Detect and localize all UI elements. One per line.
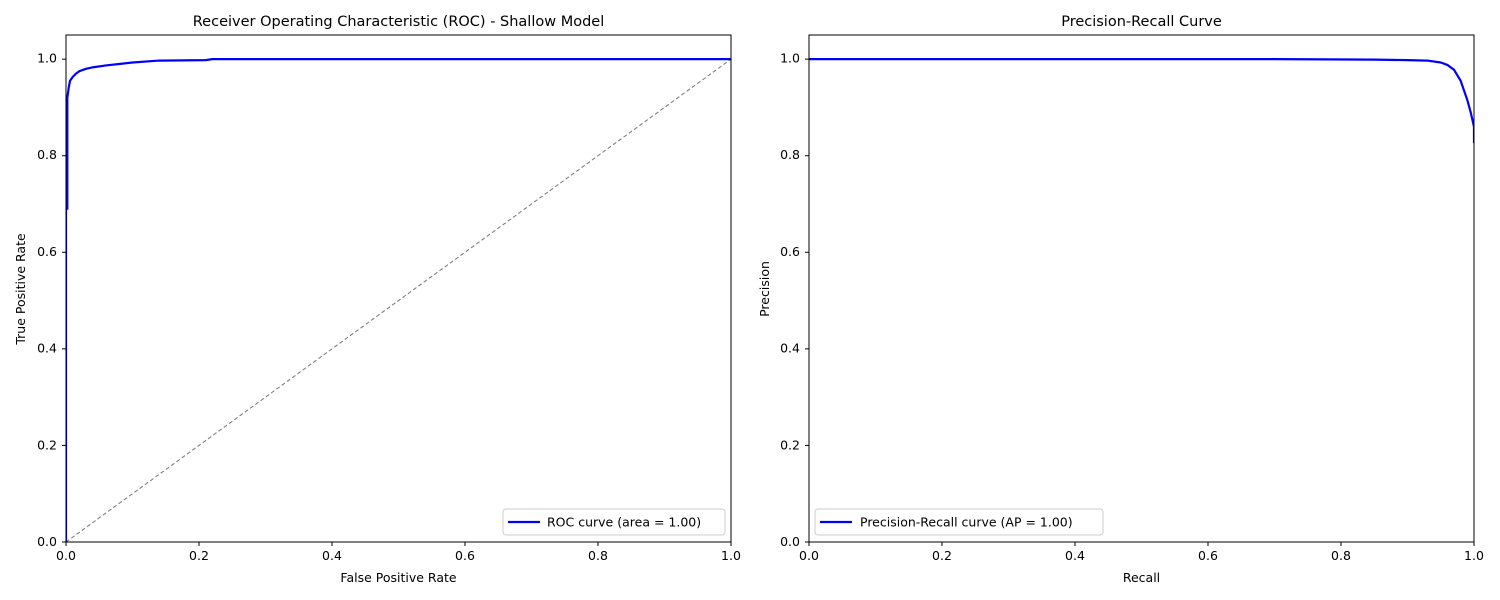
roc-legend-box [502,508,726,536]
pr-axes-frame [808,34,1475,543]
pr-x-tick-label: 1.0 [1464,548,1484,563]
pr-x-tick-label: 0.4 [1065,548,1085,563]
roc-legend-label: ROC curve (area = 1.00) [547,515,701,530]
pr-y-tick-label: 0.2 [780,437,800,452]
roc-y-tick-label: 0.2 [37,437,57,452]
pr-y-axis-label: Precision [757,261,772,317]
pr-y-tick-label: 0.0 [780,534,800,549]
roc-y-tick-label: 1.0 [37,51,57,66]
pr-chart-title: Precision-Recall Curve [1061,14,1222,30]
pr-x-tick-label: 0.8 [1331,548,1351,563]
roc-chance-line [66,58,731,542]
roc-x-tick-label: 0.8 [588,548,608,563]
pr-y-tick-label: 0.6 [780,244,800,259]
roc-y-tick-label: 0.6 [37,244,57,259]
pr-y-ticks: 0.0 0.2 0.4 0.6 0.8 1.0 [780,51,800,550]
roc-x-tick-label: 0.6 [455,548,475,563]
roc-y-tick-label: 0.0 [37,534,57,549]
roc-y-tick-label: 0.8 [37,147,57,162]
pr-y-tick-label: 0.4 [780,341,800,356]
pr-series-group [809,58,1474,144]
roc-y-tick-label: 0.4 [37,341,57,356]
pr-legend-label: Precision-Recall curve (AP = 1.00) [860,515,1073,530]
roc-x-tick-label: 0.4 [322,548,342,563]
roc-x-ticks: 0.0 0.2 0.4 0.6 0.8 1.0 [56,548,741,563]
roc-series-group [66,58,731,542]
pr-x-tick-label: 0.0 [799,548,819,563]
pr-chart: Precision-Recall Curve 0.0 0.2 0.4 0.6 0… [757,14,1484,585]
roc-x-axis-label: False Positive Rate [340,570,456,585]
pr-legend: Precision-Recall curve (AP = 1.00) [814,508,1104,536]
pr-plot-area [805,34,1475,546]
roc-curve-line [66,58,731,542]
roc-chart-title: Receiver Operating Characteristic (ROC) … [193,14,605,30]
roc-x-tick-label: 1.0 [721,548,741,563]
pr-x-tick-label: 0.6 [1198,548,1218,563]
roc-y-ticks: 0.0 0.2 0.4 0.6 0.8 1.0 [37,51,57,550]
roc-legend: ROC curve (area = 1.00) [502,508,726,536]
pr-x-tick-label: 0.2 [932,548,952,563]
roc-x-tick-label: 0.0 [56,548,76,563]
pr-y-tick-label: 1.0 [780,51,800,66]
pr-curve-line [809,58,1474,144]
pr-x-ticks: 0.0 0.2 0.4 0.6 0.8 1.0 [799,548,1484,563]
roc-chart: Receiver Operating Characteristic (ROC) … [13,14,741,585]
roc-x-tick-label: 0.2 [189,548,209,563]
pr-y-tick-label: 0.8 [780,147,800,162]
roc-axes-frame [65,34,732,543]
roc-y-axis-label: True Positive Rate [13,233,28,346]
pr-x-axis-label: Recall [1123,570,1160,585]
pr-legend-box [814,508,1104,536]
roc-plot-area [62,34,732,546]
